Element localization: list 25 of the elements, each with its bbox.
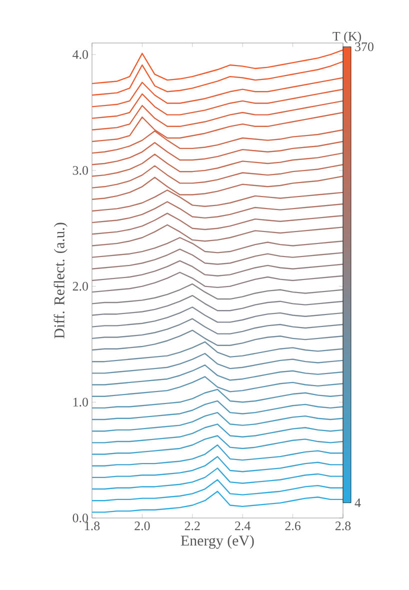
line-series xyxy=(92,456,344,478)
x-tick-label: 2.6 xyxy=(285,522,301,530)
y-tick-label: 4.0 xyxy=(72,50,88,59)
color-bar-label: 370 xyxy=(355,42,374,52)
y-tick-label: 1.0 xyxy=(73,398,88,407)
line-series xyxy=(92,294,344,316)
color-bar-label: 4 xyxy=(354,498,361,508)
y-tick-label: 2.0 xyxy=(72,282,88,291)
y-tick-label: 0.0 xyxy=(72,514,88,522)
x-axis-title: Energy (eV) xyxy=(180,535,254,549)
x-tick-label: 2.2 xyxy=(184,522,200,530)
line-series xyxy=(92,60,344,96)
x-tick-label: 1.8 xyxy=(85,522,100,530)
x-tick-label: 2.0 xyxy=(134,522,150,530)
y-axis-title: Diff. Reflect. (a.u.) xyxy=(54,222,68,338)
line-series xyxy=(92,435,344,455)
line-series xyxy=(92,330,344,351)
color-bar-title: T (K) xyxy=(332,32,362,44)
line-series xyxy=(92,306,344,328)
y-tick-label: 3.0 xyxy=(72,166,88,175)
line-series xyxy=(92,479,344,502)
x-tick-label: 2.8 xyxy=(335,522,351,530)
line-series xyxy=(92,49,344,84)
x-tick-label: 2.4 xyxy=(235,522,250,530)
line-series xyxy=(92,164,344,188)
